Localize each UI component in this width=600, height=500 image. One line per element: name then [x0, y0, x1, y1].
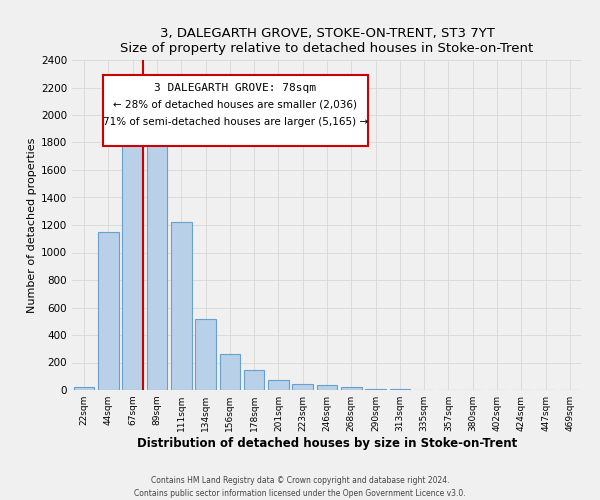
Y-axis label: Number of detached properties: Number of detached properties [27, 138, 37, 312]
X-axis label: Distribution of detached houses by size in Stoke-on-Trent: Distribution of detached houses by size … [137, 437, 517, 450]
Text: 71% of semi-detached houses are larger (5,165) →: 71% of semi-detached houses are larger (… [103, 117, 368, 127]
Bar [98, 232, 119, 390]
Bar [195, 318, 216, 390]
Bar [268, 380, 289, 390]
Text: 3 DALEGARTH GROVE: 78sqm: 3 DALEGARTH GROVE: 78sqm [154, 83, 316, 93]
Bar [171, 222, 191, 390]
Text: Contains HM Land Registry data © Crown copyright and database right 2024.
Contai: Contains HM Land Registry data © Crown c… [134, 476, 466, 498]
Bar [365, 389, 386, 390]
FancyBboxPatch shape [103, 75, 368, 146]
Bar [220, 354, 240, 390]
Text: ← 28% of detached houses are smaller (2,036): ← 28% of detached houses are smaller (2,… [113, 100, 357, 110]
Bar [74, 386, 94, 390]
Bar [146, 137, 167, 390]
Bar [292, 384, 313, 390]
Bar [244, 370, 265, 390]
Bar [341, 386, 362, 390]
Title: 3, DALEGARTH GROVE, STOKE-ON-TRENT, ST3 7YT
Size of property relative to detache: 3, DALEGARTH GROVE, STOKE-ON-TRENT, ST3 … [121, 26, 533, 54]
Bar [122, 122, 143, 390]
Bar [317, 385, 337, 390]
